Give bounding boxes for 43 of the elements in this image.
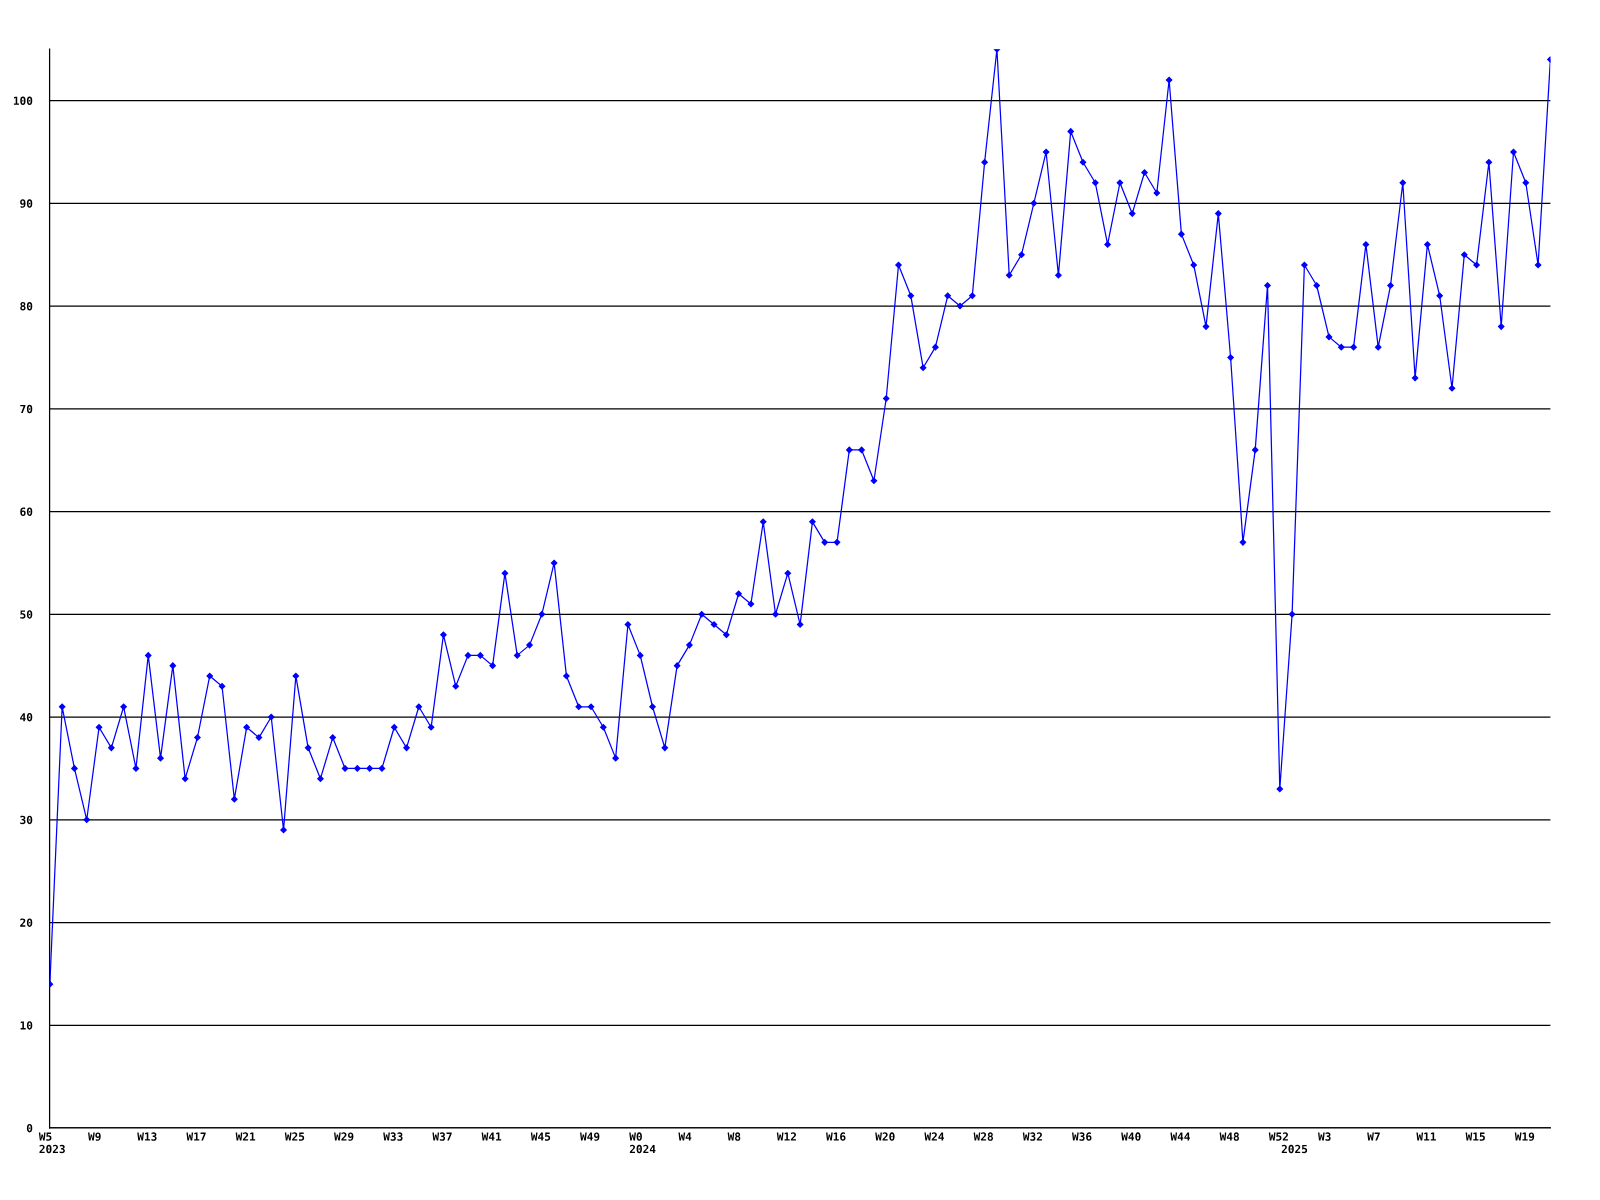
x-tick-label: W0 2024 bbox=[629, 1132, 656, 1154]
x-tick-label: W21 bbox=[235, 1132, 256, 1141]
x-tick-label: W37 bbox=[432, 1132, 452, 1141]
x-tick-label: W5 2023 bbox=[38, 1132, 65, 1154]
y-tick-label: 50 bbox=[20, 610, 33, 619]
x-tick-label: W11 bbox=[1416, 1132, 1436, 1141]
x-tick-label: W4 bbox=[678, 1132, 692, 1141]
x-tick-label: W32 bbox=[1022, 1132, 1042, 1141]
x-tick-label: W17 bbox=[186, 1132, 206, 1141]
y-tick-label: 60 bbox=[20, 507, 33, 516]
x-tick-label: W52 bbox=[1268, 1132, 1288, 1141]
x-tick-label: W36 bbox=[1072, 1132, 1092, 1141]
x-tick-label: W29 bbox=[334, 1132, 354, 1141]
x-tick-label: W16 bbox=[826, 1132, 846, 1141]
x-tick-label: W8 bbox=[727, 1132, 741, 1141]
x-tick-label: W33 bbox=[383, 1132, 403, 1141]
y-tick-label: 20 bbox=[20, 918, 33, 927]
x-tick-label: W13 bbox=[137, 1132, 157, 1141]
y-tick-label: 90 bbox=[20, 199, 33, 208]
x-tick-label: W45 bbox=[530, 1132, 551, 1141]
x-tick-label: W48 bbox=[1219, 1132, 1239, 1141]
x-tick-label: W9 bbox=[88, 1132, 101, 1141]
x-tick-label: W15 bbox=[1465, 1132, 1485, 1141]
y-tick-label: 0 bbox=[26, 1123, 33, 1133]
x-tick-label: W12 bbox=[776, 1132, 796, 1141]
x-tick-label: W7 bbox=[1367, 1132, 1380, 1141]
x-tick-label: W28 bbox=[973, 1132, 993, 1141]
y-tick-label: 40 bbox=[20, 713, 33, 722]
x-tick-label: 2025 bbox=[1281, 1144, 1308, 1154]
y-tick-label: 10 bbox=[20, 1021, 33, 1030]
x-tick-label: W40 bbox=[1121, 1132, 1141, 1141]
x-tick-label: W20 bbox=[875, 1132, 895, 1141]
x-tick-label: W3 bbox=[1318, 1132, 1331, 1141]
x-tick-label: W19 bbox=[1514, 1132, 1535, 1141]
x-tick-label: W24 bbox=[924, 1132, 944, 1141]
x-tick-label: W41 bbox=[481, 1132, 502, 1141]
y-tick-label: 80 bbox=[20, 302, 33, 311]
x-tick-label: W25 bbox=[284, 1132, 305, 1141]
y-tick-label: 70 bbox=[20, 404, 33, 414]
y-tick-label: 100 bbox=[13, 96, 33, 105]
x-tick-label: W49 bbox=[580, 1132, 600, 1141]
x-tick-label: W44 bbox=[1170, 1132, 1190, 1141]
y-tick-label: 30 bbox=[20, 815, 33, 825]
